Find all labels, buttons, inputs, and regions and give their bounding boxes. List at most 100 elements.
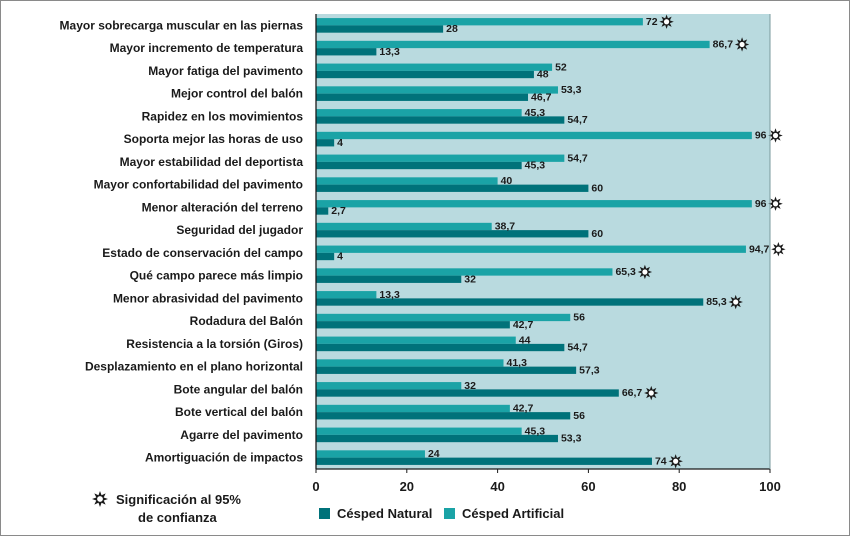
- value-label-artificial: 24: [428, 448, 440, 460]
- significance-note: Significación al 95% de confianza: [92, 491, 241, 525]
- x-tick-label: 80: [672, 479, 686, 494]
- category-label: Mayor confortabilidad del pavimento: [94, 178, 303, 192]
- legend: Significación al 95% de confianza Césped…: [92, 491, 564, 525]
- x-tick-label: 40: [490, 479, 504, 494]
- significance-star-icon: [659, 14, 674, 29]
- x-tick-label: 60: [581, 479, 595, 494]
- bar-cesped-natural: [316, 434, 558, 443]
- star-burst-icon: [92, 491, 108, 507]
- legend-label-artificial: Césped Artificial: [462, 506, 564, 521]
- value-labels: 72 28 86,7 13,3 52 48 53,3 46,7 45,3 54,7 96 4 54,7 4…: [331, 14, 786, 469]
- bar-cesped-artificial: [316, 40, 710, 49]
- bar-cesped-artificial: [316, 86, 558, 94]
- value-label-artificial: 40: [501, 175, 513, 187]
- legend-swatch-natural: [319, 508, 330, 519]
- value-label-natural: 4: [337, 251, 343, 263]
- bar-cesped-artificial: [316, 359, 504, 367]
- category-label: Qué campo parece más limpio: [130, 269, 303, 283]
- bar-cesped-artificial: [316, 291, 377, 299]
- bar-cesped-artificial: [316, 177, 498, 185]
- significance-star-icon: [768, 196, 783, 211]
- category-labels: Mayor sobrecarga muscular en las piernas…: [60, 18, 304, 464]
- category-label: Menor abrasividad del pavimento: [113, 291, 303, 305]
- bar-cesped-natural: [316, 139, 335, 147]
- x-tick-label: 0: [312, 479, 319, 494]
- value-label-natural: 60: [591, 228, 603, 240]
- category-label: Seguridad del jugador: [176, 223, 303, 237]
- bar-cesped-natural: [316, 389, 619, 397]
- legend-item-artificial: Césped Artificial: [444, 506, 564, 521]
- bar-cesped-natural: [316, 275, 462, 283]
- value-label-natural: 56: [573, 410, 585, 422]
- value-label-artificial: 56: [573, 312, 585, 324]
- bar-cesped-natural: [316, 252, 335, 261]
- bar-cesped-natural: [316, 321, 510, 329]
- value-label-natural: 45,3: [525, 160, 546, 172]
- bar-cesped-artificial: [316, 63, 553, 71]
- value-label-artificial: 44: [519, 334, 531, 346]
- category-label: Rodadura del Balón: [190, 314, 303, 328]
- bar-cesped-natural: [316, 298, 704, 306]
- significance-star-icon: [637, 264, 653, 280]
- category-label: Mayor fatiga del pavimento: [148, 64, 303, 78]
- bar-cesped-artificial: [316, 109, 522, 117]
- x-tick-label: 100: [759, 479, 781, 494]
- value-label-natural: 4: [337, 137, 343, 149]
- bar-cesped-natural: [316, 366, 577, 374]
- value-label-artificial: 38,7: [495, 221, 516, 233]
- x-axis: 0 20 40 60 80 100: [312, 14, 781, 494]
- significance-note-line1: Significación al 95%: [116, 492, 241, 507]
- bar-cesped-artificial: [316, 18, 643, 26]
- value-label-natural: 74: [655, 455, 667, 467]
- legend-label-natural: Césped Natural: [337, 506, 432, 521]
- category-label: Resistencia a la torsión (Giros): [126, 337, 303, 351]
- significance-star-icon: [728, 294, 743, 310]
- significance-star-icon: [768, 128, 783, 143]
- category-label: Menor alteración del terreno: [142, 200, 303, 214]
- legend-item-natural: Césped Natural: [319, 506, 432, 521]
- bar-cesped-artificial: [316, 268, 613, 276]
- value-label-artificial: 96: [755, 198, 767, 210]
- plot-area: [316, 14, 770, 469]
- value-label-natural: 53,3: [561, 433, 582, 445]
- value-label-artificial: 96: [755, 130, 767, 142]
- category-label: Mayor estabilidad del deportista: [120, 155, 304, 169]
- category-label: Bote vertical del balón: [175, 405, 303, 419]
- category-label: Desplazamiento en el plano horizontal: [85, 360, 303, 374]
- significance-star-icon: [644, 385, 659, 401]
- category-label: Mayor incremento de temperatura: [110, 41, 304, 55]
- value-label-natural: 66,7: [622, 387, 643, 399]
- value-label-natural: 85,3: [706, 296, 727, 308]
- value-label-natural: 2,7: [331, 205, 346, 217]
- value-label-artificial: 86,7: [713, 39, 734, 51]
- x-tick-label: 20: [400, 479, 414, 494]
- bar-cesped-natural: [316, 412, 571, 420]
- value-label-artificial: 32: [464, 380, 476, 392]
- value-label-artificial: 54,7: [567, 152, 588, 164]
- value-label-artificial: 65,3: [615, 266, 636, 278]
- bar-cesped-artificial: [316, 131, 752, 140]
- bar-cesped-natural: [316, 93, 529, 101]
- category-label: Estado de conservación del campo: [102, 246, 303, 260]
- bar-cesped-natural: [316, 70, 534, 79]
- value-label-natural: 28: [446, 23, 458, 35]
- value-label-artificial: 41,3: [507, 357, 528, 369]
- bar-cesped-artificial: [316, 313, 571, 322]
- value-label-artificial: 72: [646, 16, 658, 28]
- value-label-natural: 54,7: [567, 342, 588, 354]
- category-label: Soporta mejor las horas de uso: [124, 132, 303, 146]
- bar-cesped-natural: [316, 457, 652, 465]
- significance-star-icon: [734, 37, 750, 52]
- bar-cesped-natural: [316, 161, 522, 170]
- bars: [316, 18, 752, 465]
- value-label-natural: 60: [591, 182, 603, 194]
- significance-star-icon: [771, 242, 786, 257]
- category-label: Agarre del pavimento: [180, 428, 303, 442]
- category-label: Bote angular del balón: [174, 382, 303, 396]
- bar-cesped-artificial: [316, 245, 746, 253]
- bar-cesped-natural: [316, 343, 565, 352]
- value-label-natural: 57,3: [579, 364, 600, 376]
- category-label: Rapidez en los movimientos: [142, 109, 304, 123]
